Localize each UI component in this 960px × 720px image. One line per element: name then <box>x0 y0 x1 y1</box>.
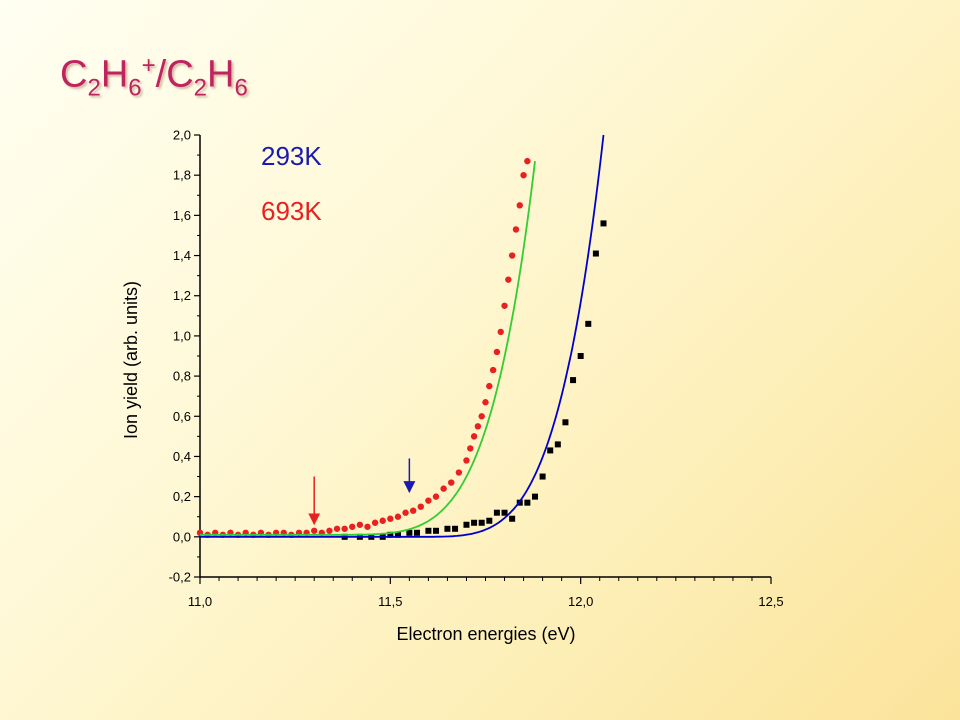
data-point-293K <box>413 529 420 536</box>
data-point-693K <box>326 527 333 534</box>
data-point-293K <box>531 493 538 500</box>
data-point-693K <box>493 348 501 356</box>
data-point-693K <box>463 457 470 464</box>
data-point-693K <box>501 302 508 309</box>
data-point-293K <box>452 525 459 532</box>
y-tick-label: 1,8 <box>173 168 191 183</box>
y-tick-label: 0,6 <box>173 409 191 424</box>
data-point-693K <box>455 469 463 476</box>
data-point-293K <box>501 509 508 516</box>
y-tick-label: -0,2 <box>169 570 191 585</box>
title-part: /C <box>155 53 194 96</box>
title-part: H <box>100 53 129 96</box>
data-point-693K <box>470 433 478 440</box>
data-point-293K <box>585 320 592 327</box>
data-point-693K <box>387 515 394 522</box>
data-point-693K <box>333 525 341 532</box>
data-point-693K <box>524 157 531 165</box>
data-point-693K <box>432 493 440 500</box>
y-tick-label: 1,0 <box>173 328 191 343</box>
data-point-293K <box>433 527 440 534</box>
y-axis-title: Ion yield (arb. units) <box>121 281 141 439</box>
data-point-293K <box>547 447 554 454</box>
y-tick-label: 1,6 <box>173 208 191 223</box>
data-point-293K <box>539 473 546 480</box>
title-part: 2 <box>193 74 207 102</box>
data-point-693K <box>489 366 497 374</box>
data-point-293K <box>509 515 516 522</box>
data-point-293K <box>394 531 401 538</box>
data-point-693K <box>311 527 318 534</box>
data-point-693K <box>467 445 474 452</box>
data-point-693K <box>349 523 356 530</box>
data-point-293K <box>524 499 531 506</box>
data-point-693K <box>402 509 409 516</box>
y-tick-label: 1,4 <box>173 248 191 263</box>
fit-curve-693K <box>200 160 536 536</box>
data-point-693K <box>364 523 371 530</box>
data-point-693K <box>505 276 512 283</box>
data-point-693K <box>520 171 527 179</box>
y-tick-label: 0,0 <box>173 529 191 544</box>
data-point-293K <box>471 519 478 526</box>
x-tick-label: 12,5 <box>758 594 783 609</box>
y-tick-label: 0,8 <box>173 369 191 384</box>
data-point-293K <box>562 419 569 426</box>
data-point-693K <box>512 226 520 233</box>
title-part: + <box>141 52 156 79</box>
data-point-693K <box>379 517 386 524</box>
data-point-293K <box>600 220 607 227</box>
data-point-693K <box>425 497 432 504</box>
data-point-693K <box>409 507 417 514</box>
data-point-293K <box>570 377 577 384</box>
y-tick-label: 0,4 <box>173 449 191 464</box>
y-tick-label: 1,2 <box>173 288 191 303</box>
x-tick-label: 11,5 <box>378 594 402 609</box>
data-point-293K <box>577 353 584 359</box>
x-tick-label: 11,0 <box>188 594 212 609</box>
fit-curve-293K <box>200 134 605 538</box>
slide-title: C2H6+/C2H6 <box>60 52 248 102</box>
legend-label-293K: 293K <box>261 141 322 171</box>
data-point-693K <box>341 525 348 532</box>
data-point-293K <box>463 521 470 528</box>
data-point-293K <box>444 525 451 532</box>
data-point-693K <box>497 328 504 336</box>
data-point-693K <box>486 382 493 390</box>
data-point-693K <box>508 252 516 259</box>
data-point-693K <box>448 479 455 486</box>
title-part: 6 <box>128 74 142 102</box>
x-axis-title: Electron energies (eV) <box>396 624 575 644</box>
data-point-693K <box>516 202 523 209</box>
data-point-293K <box>406 529 413 536</box>
data-point-293K <box>387 531 394 538</box>
data-point-293K <box>554 441 561 448</box>
data-point-693K <box>478 413 485 420</box>
data-point-693K <box>356 521 364 528</box>
y-tick-label: 0,2 <box>173 489 191 504</box>
data-point-293K <box>425 527 432 534</box>
title-part: C <box>60 53 88 96</box>
data-point-693K <box>440 485 447 492</box>
data-point-693K <box>394 513 402 520</box>
title-part: 2 <box>87 74 101 102</box>
data-point-693K <box>482 399 489 406</box>
data-point-693K <box>474 423 482 430</box>
title-part: H <box>207 53 235 96</box>
data-point-293K <box>486 517 493 524</box>
data-point-693K <box>371 519 379 526</box>
data-point-293K <box>592 250 599 257</box>
y-tick-label: 2,0 <box>173 128 191 143</box>
data-point-693K <box>417 503 424 510</box>
title-part: 6 <box>234 74 248 102</box>
data-point-293K <box>478 519 485 526</box>
legend-label-693K: 693K <box>261 196 322 226</box>
x-tick-label: 12,0 <box>568 594 593 609</box>
data-point-293K <box>493 509 500 516</box>
